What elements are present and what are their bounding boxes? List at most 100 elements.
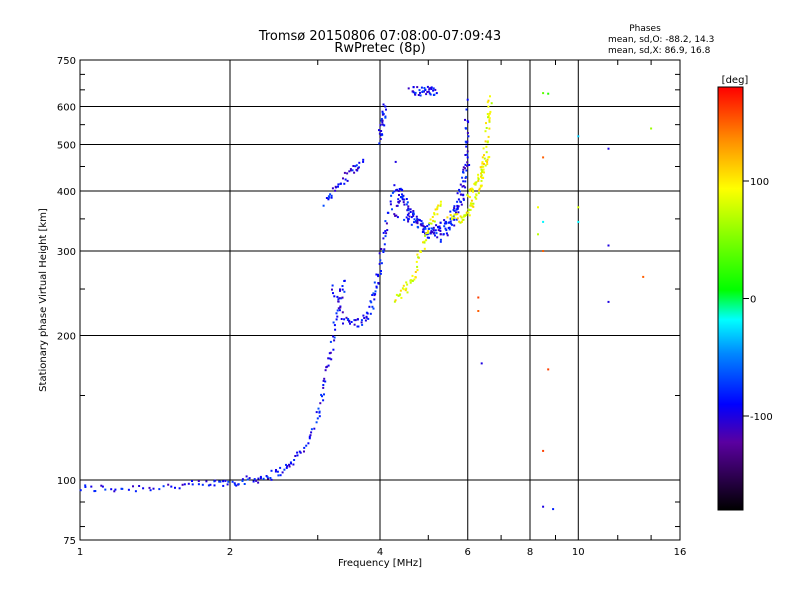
data-point	[439, 200, 442, 203]
data-point	[439, 233, 442, 236]
data-point	[383, 248, 386, 251]
data-point	[459, 215, 462, 218]
data-point	[415, 220, 417, 222]
data-point	[449, 210, 452, 213]
data-point	[391, 191, 394, 194]
data-point	[127, 488, 130, 491]
data-point	[328, 357, 331, 360]
data-point	[294, 455, 297, 457]
data-point	[345, 316, 348, 319]
data-point	[378, 129, 380, 132]
data-point	[381, 113, 384, 116]
data-point	[430, 88, 433, 90]
data-point	[398, 194, 400, 196]
data-point	[285, 463, 287, 466]
data-point	[275, 469, 277, 471]
data-point	[395, 214, 398, 217]
data-point	[467, 121, 470, 124]
data-point	[488, 120, 491, 123]
data-point	[424, 226, 427, 228]
data-point	[407, 212, 410, 215]
data-point	[162, 485, 165, 488]
data-point	[412, 210, 415, 212]
data-point	[409, 208, 412, 211]
data-point	[408, 215, 411, 218]
data-point	[427, 90, 430, 93]
data-point	[453, 213, 456, 216]
data-point	[456, 207, 459, 210]
data-point	[248, 477, 251, 480]
data-point	[428, 227, 430, 230]
grid-lines	[80, 60, 680, 540]
data-point	[460, 203, 463, 206]
data-point	[411, 274, 414, 277]
data-point	[451, 223, 453, 226]
data-point	[486, 141, 489, 144]
data-point	[429, 93, 432, 96]
data-point	[456, 192, 459, 195]
data-point	[342, 322, 344, 325]
data-point	[490, 102, 493, 105]
data-point	[266, 476, 269, 479]
data-point	[432, 232, 435, 235]
data-point	[379, 272, 382, 275]
data-point	[462, 166, 465, 169]
data-point	[400, 196, 403, 199]
data-point	[323, 393, 325, 396]
data-point	[480, 184, 483, 187]
data-point	[332, 335, 335, 338]
data-point	[114, 488, 117, 491]
data-point	[443, 219, 446, 222]
data-point	[416, 217, 419, 220]
data-point	[542, 156, 545, 159]
data-point	[403, 218, 406, 221]
data-point	[453, 224, 456, 227]
data-point	[323, 377, 326, 380]
data-point	[369, 300, 372, 303]
data-point	[439, 238, 442, 241]
data-point	[340, 297, 343, 300]
data-point	[406, 291, 409, 294]
data-point	[373, 298, 376, 301]
data-point	[319, 402, 322, 405]
data-point	[445, 229, 448, 232]
data-point	[470, 199, 473, 202]
chart-subtitle: RwPretec (8p)	[334, 41, 425, 56]
data-point	[379, 124, 382, 127]
data-point	[417, 256, 420, 259]
data-point	[421, 222, 424, 225]
data-point	[459, 221, 462, 224]
data-point	[477, 178, 480, 180]
data-point	[149, 489, 152, 492]
data-point	[288, 463, 290, 466]
data-point	[486, 113, 489, 115]
data-point	[351, 169, 354, 172]
data-point	[357, 325, 360, 328]
data-point	[407, 218, 410, 220]
data-point	[433, 212, 436, 215]
data-point	[209, 483, 212, 486]
data-point	[434, 229, 437, 232]
data-point	[407, 209, 410, 212]
data-point	[313, 427, 316, 430]
data-point	[480, 165, 483, 168]
data-point	[219, 480, 222, 483]
data-point	[436, 213, 439, 216]
data-point	[384, 105, 387, 108]
data-point	[467, 135, 470, 138]
data-point	[138, 485, 141, 487]
data-point	[339, 289, 341, 292]
data-point	[187, 482, 190, 485]
data-point	[94, 490, 97, 492]
data-point	[442, 233, 445, 236]
data-point	[309, 434, 312, 437]
data-point	[537, 206, 539, 209]
data-point	[378, 252, 381, 255]
data-point	[477, 192, 480, 195]
data-point	[389, 203, 392, 206]
data-point	[422, 228, 425, 231]
data-point	[434, 208, 437, 211]
data-point	[426, 91, 429, 93]
data-point	[158, 488, 161, 491]
